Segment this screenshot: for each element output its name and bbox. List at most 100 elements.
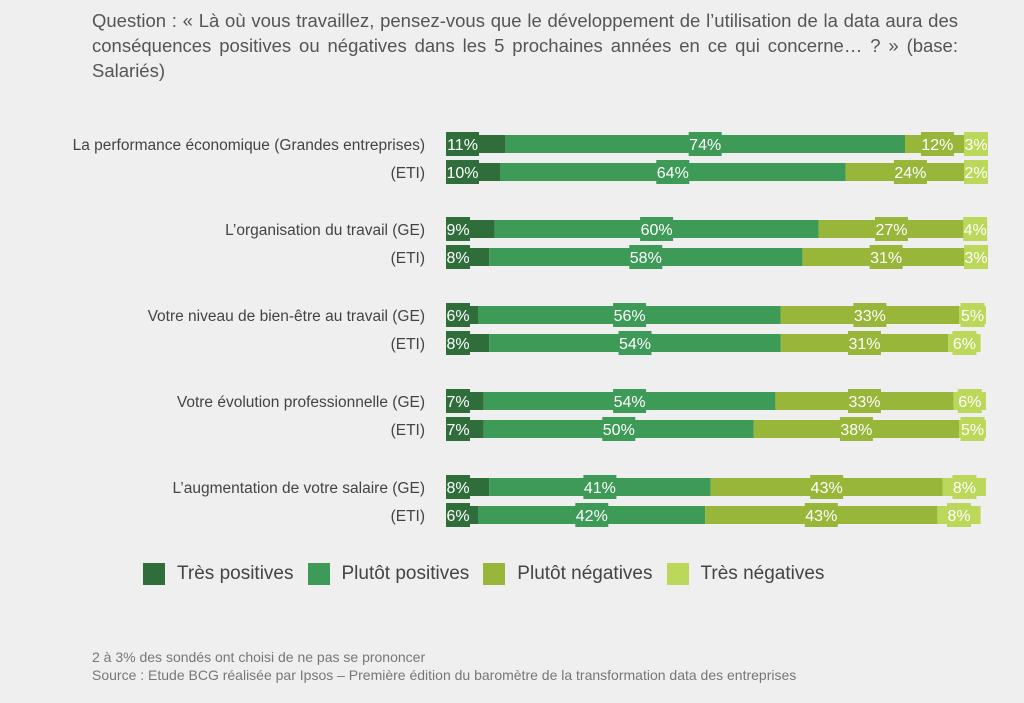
data-label-box xyxy=(688,132,722,156)
category-label: L’organisation du travail (GE) xyxy=(225,222,425,239)
data-label-box xyxy=(446,503,470,527)
data-label: 54% xyxy=(619,336,651,353)
data-label-box xyxy=(446,475,470,499)
data-label-box xyxy=(446,303,470,327)
data-label: 54% xyxy=(614,394,646,411)
data-label: 31% xyxy=(848,336,880,353)
data-label-box xyxy=(446,217,470,241)
category-label: (ETI) xyxy=(391,422,425,439)
data-label: 56% xyxy=(614,308,646,325)
category-label: La performance économique (Grandes entre… xyxy=(73,137,425,154)
footnote-block: 2 à 3% des sondés ont choisi de ne pas s… xyxy=(92,648,796,684)
data-label-box xyxy=(952,475,977,499)
data-label: 6% xyxy=(958,394,981,411)
data-label-box xyxy=(810,475,844,499)
data-label-box xyxy=(964,160,988,184)
data-label-box xyxy=(960,303,985,327)
category-label: L’augmentation de votre salaire (GE) xyxy=(173,480,425,497)
category-label: (ETI) xyxy=(391,508,425,525)
data-label-box xyxy=(575,503,609,527)
data-label: 8% xyxy=(953,480,976,497)
category-label: Votre évolution professionnelle (GE) xyxy=(177,394,425,411)
data-label-box xyxy=(963,217,988,241)
data-label-box xyxy=(957,389,982,413)
data-label-box xyxy=(869,245,903,269)
legend-swatch xyxy=(483,563,506,585)
legend-label: Plutôt positives xyxy=(341,563,470,584)
data-label: 74% xyxy=(689,137,721,154)
data-label: 7% xyxy=(446,394,469,411)
data-label-box xyxy=(446,417,470,441)
category-label: Votre niveau de bien-être au travail (GE… xyxy=(148,308,425,325)
chart-legend: Très positives Plutôt positives Plutôt nég… xyxy=(143,563,838,585)
data-label: 24% xyxy=(894,165,926,182)
data-label-box xyxy=(920,132,954,156)
data-label-box xyxy=(602,417,636,441)
data-label: 6% xyxy=(446,308,469,325)
data-label-box xyxy=(640,217,674,241)
data-label: 5% xyxy=(961,422,984,439)
data-label: 7% xyxy=(446,422,469,439)
data-label: 8% xyxy=(446,480,469,497)
footnote-text: 2 à 3% des sondés ont choisi de ne pas s… xyxy=(92,649,426,665)
data-label-box xyxy=(446,389,470,413)
data-label-box xyxy=(839,417,873,441)
stacked-bar-chart: La performance économique (Grandes entre… xyxy=(73,132,988,527)
data-label: 33% xyxy=(848,394,880,411)
data-label-box xyxy=(583,475,617,499)
data-label-box xyxy=(656,160,690,184)
legend-swatch xyxy=(143,563,165,585)
data-label: 8% xyxy=(446,250,469,267)
data-label: 8% xyxy=(446,336,469,353)
data-label: 50% xyxy=(603,422,635,439)
data-label: 42% xyxy=(576,508,608,525)
category-label: (ETI) xyxy=(391,336,425,353)
legend-label: Plutôt négatives xyxy=(517,563,653,584)
data-label: 10% xyxy=(446,165,478,182)
source-text: Source : Etude BCG réalisée par Ipsos – … xyxy=(92,667,797,683)
data-label: 43% xyxy=(805,508,837,525)
data-label-box xyxy=(964,132,988,156)
legend-item: Plutôt positives xyxy=(307,563,470,585)
category-label: (ETI) xyxy=(391,250,425,267)
data-label: 6% xyxy=(446,508,469,525)
data-label: 58% xyxy=(630,250,662,267)
data-label-box xyxy=(853,303,887,327)
data-label: 12% xyxy=(921,137,953,154)
legend-item: Plutôt négatives xyxy=(483,563,653,585)
category-label: (ETI) xyxy=(391,165,425,182)
data-label-box xyxy=(613,303,647,327)
data-label-box xyxy=(613,389,647,413)
data-label: 41% xyxy=(584,480,616,497)
legend-swatch xyxy=(307,563,330,585)
data-label: 64% xyxy=(657,165,689,182)
data-label: 27% xyxy=(875,222,907,239)
data-label-box xyxy=(618,331,652,355)
legend-label: Très négatives xyxy=(700,563,825,584)
data-label-box xyxy=(629,245,663,269)
data-label-box xyxy=(947,503,971,527)
data-label-box xyxy=(893,160,927,184)
data-label-box xyxy=(960,417,985,441)
data-label: 8% xyxy=(947,508,970,525)
data-label-box xyxy=(446,331,470,355)
data-label: 33% xyxy=(854,308,886,325)
data-label: 3% xyxy=(964,250,987,267)
question-text: Question : « Là où vous travaillez, pens… xyxy=(92,10,958,81)
data-label-box xyxy=(446,245,470,269)
data-label-box xyxy=(848,389,881,413)
legend-label: Très positives xyxy=(177,563,294,584)
data-label-box xyxy=(446,160,479,184)
data-label-box xyxy=(964,245,988,269)
data-label: 38% xyxy=(840,422,872,439)
data-label: 4% xyxy=(964,222,987,239)
data-label: 2% xyxy=(964,165,987,182)
data-label: 31% xyxy=(870,250,902,267)
data-label: 11% xyxy=(447,137,478,154)
data-label: 5% xyxy=(961,308,984,325)
data-label: 43% xyxy=(811,480,843,497)
data-label: 60% xyxy=(641,222,673,239)
legend-swatch xyxy=(666,563,689,585)
data-label: 3% xyxy=(964,137,987,154)
data-label-box xyxy=(875,217,908,241)
